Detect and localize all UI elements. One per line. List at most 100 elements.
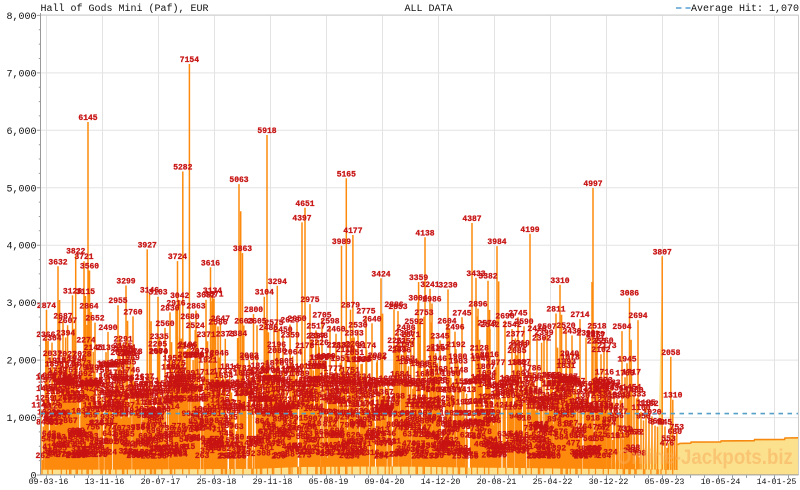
svg-text:957: 957 (57, 412, 72, 421)
svg-text:1104: 1104 (280, 404, 299, 413)
svg-text:1559: 1559 (417, 377, 436, 386)
svg-text:289: 289 (389, 450, 404, 459)
svg-text:1453: 1453 (416, 384, 435, 393)
svg-text:386: 386 (434, 445, 449, 454)
svg-text:2879: 2879 (341, 302, 360, 311)
svg-text:1520: 1520 (542, 380, 561, 389)
svg-text:1243: 1243 (189, 396, 208, 405)
svg-text:1248: 1248 (528, 395, 547, 404)
svg-text:395: 395 (53, 444, 68, 453)
svg-text:902: 902 (43, 415, 58, 424)
svg-text:712: 712 (533, 426, 548, 435)
svg-text:1400: 1400 (166, 387, 185, 396)
svg-text:1624: 1624 (62, 374, 81, 383)
svg-text:1124: 1124 (375, 402, 394, 411)
svg-text:1633: 1633 (182, 373, 201, 382)
svg-text:1090: 1090 (599, 404, 618, 413)
svg-text:686: 686 (367, 428, 382, 437)
svg-text:1152: 1152 (282, 401, 301, 410)
svg-text:2008: 2008 (185, 352, 204, 361)
svg-text:2592: 2592 (404, 318, 423, 327)
svg-text:1573: 1573 (593, 377, 612, 386)
svg-text:1628: 1628 (177, 374, 196, 383)
svg-text:1124: 1124 (88, 402, 107, 411)
svg-text:438: 438 (203, 442, 218, 451)
svg-text:251: 251 (574, 453, 589, 462)
svg-text:1124: 1124 (605, 402, 624, 411)
svg-text:ALL DATA: ALL DATA (405, 4, 453, 15)
svg-text:373: 373 (71, 446, 86, 455)
svg-text:505: 505 (346, 438, 361, 447)
svg-text:1595: 1595 (550, 375, 569, 384)
svg-text:1140: 1140 (580, 402, 599, 411)
svg-text:531: 531 (536, 437, 551, 446)
svg-text:793: 793 (189, 422, 204, 431)
svg-text:594: 594 (364, 433, 379, 442)
svg-text:1503: 1503 (404, 381, 423, 390)
svg-text:2274: 2274 (76, 336, 95, 345)
svg-text:1503: 1503 (376, 381, 395, 390)
svg-text:1307: 1307 (576, 392, 595, 401)
svg-text:915: 915 (294, 414, 309, 423)
svg-text:517: 517 (350, 437, 365, 446)
svg-text:642: 642 (102, 430, 117, 439)
svg-text:627: 627 (571, 431, 586, 440)
svg-text:1557: 1557 (364, 378, 383, 387)
svg-text:1533: 1533 (601, 379, 620, 388)
svg-text:846: 846 (394, 418, 409, 427)
svg-text:842: 842 (468, 419, 483, 428)
svg-text:2575: 2575 (264, 319, 283, 328)
svg-text:827: 827 (564, 420, 579, 429)
svg-text:1870: 1870 (265, 360, 284, 369)
svg-text:1100: 1100 (102, 404, 121, 413)
svg-text:6145: 6145 (78, 114, 97, 123)
svg-text:2524: 2524 (186, 322, 205, 331)
svg-text:2745: 2745 (452, 309, 471, 318)
svg-text:1465: 1465 (588, 383, 607, 392)
svg-text:635: 635 (120, 431, 135, 440)
svg-text:2058: 2058 (661, 349, 680, 358)
svg-text:1365: 1365 (235, 389, 254, 398)
svg-text:1487: 1487 (216, 382, 235, 391)
svg-text:884: 884 (324, 416, 339, 425)
svg-text:710: 710 (445, 426, 460, 435)
svg-text:3989: 3989 (332, 238, 351, 247)
svg-text:668: 668 (627, 429, 642, 438)
svg-text:435: 435 (421, 442, 436, 451)
svg-text:1579: 1579 (38, 376, 57, 385)
svg-text:1549: 1549 (385, 378, 404, 387)
svg-text:1955: 1955 (163, 355, 182, 364)
svg-text:259: 259 (526, 452, 541, 461)
svg-text:1293: 1293 (354, 393, 373, 402)
svg-text:1498: 1498 (163, 381, 182, 390)
svg-text:527: 527 (516, 437, 531, 446)
svg-text:1587: 1587 (502, 376, 521, 385)
svg-text:1222: 1222 (527, 397, 546, 406)
svg-text:1641: 1641 (58, 373, 77, 382)
svg-text:2205: 2205 (148, 340, 167, 349)
svg-text:1268: 1268 (407, 394, 426, 403)
svg-text:1694: 1694 (477, 370, 496, 379)
svg-text:2176: 2176 (113, 342, 132, 351)
svg-text:1969: 1969 (121, 354, 140, 363)
svg-text:490: 490 (136, 439, 151, 448)
svg-text:308: 308 (632, 449, 647, 458)
svg-text:998: 998 (400, 410, 415, 419)
svg-text:2450: 2450 (273, 326, 292, 335)
svg-text:1860: 1860 (307, 360, 326, 369)
svg-text:920: 920 (485, 414, 500, 423)
svg-text:517: 517 (140, 437, 155, 446)
svg-text:2085: 2085 (507, 347, 526, 356)
svg-text:698: 698 (572, 427, 587, 436)
svg-text:471: 471 (62, 440, 77, 449)
svg-text:608: 608 (47, 432, 62, 441)
svg-text:1049: 1049 (115, 407, 134, 416)
svg-text:443: 443 (54, 442, 69, 451)
svg-text:2196: 2196 (267, 341, 286, 350)
svg-text:3126: 3126 (63, 287, 82, 296)
svg-text:1660: 1660 (543, 372, 562, 381)
svg-text:1532: 1532 (200, 379, 219, 388)
svg-text:1117: 1117 (285, 403, 304, 412)
svg-text:739: 739 (121, 425, 136, 434)
svg-text:3927: 3927 (138, 241, 157, 250)
